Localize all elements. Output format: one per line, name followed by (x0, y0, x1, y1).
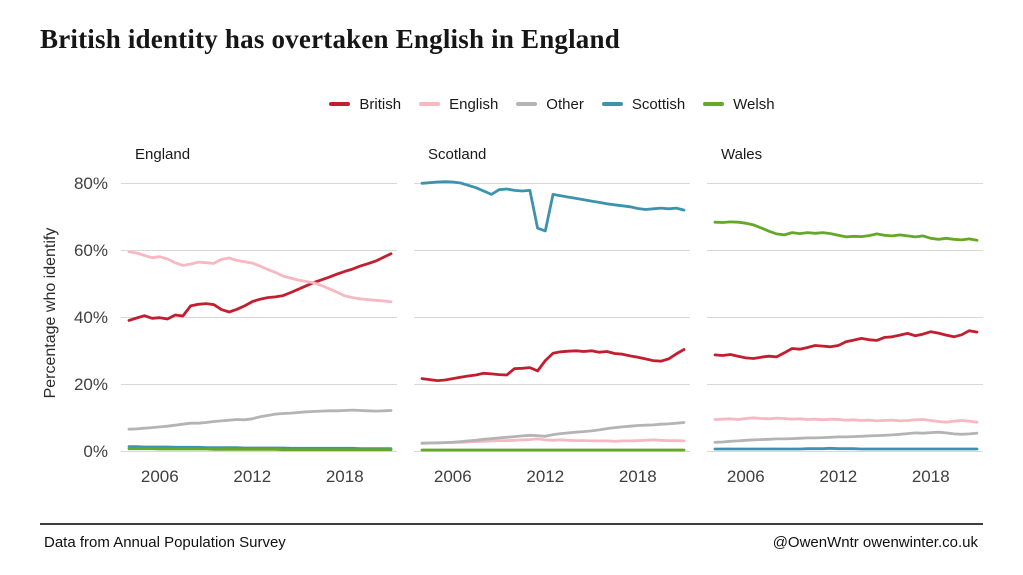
legend-label: English (449, 95, 499, 113)
x-tick-label: 2018 (325, 467, 364, 486)
legend: British English Other Scottish Welsh (121, 94, 983, 114)
footer-source: Data from Annual Population Survey (44, 534, 286, 551)
english-line-swatch-icon (419, 102, 441, 106)
legend-label: Scottish (631, 95, 686, 113)
series-line-english-wales (713, 416, 979, 424)
x-tick-label: 2012 (233, 467, 272, 486)
legend-item-scottish: Scottish (601, 95, 686, 113)
x-tick-label: 2012 (526, 467, 565, 486)
series-line-british-scotland (420, 348, 686, 382)
scottish-line-swatch-icon (601, 102, 623, 106)
british-line-swatch-icon (329, 102, 351, 106)
legend-item-english: English (419, 97, 498, 112)
legend-item-british: British (329, 97, 401, 112)
legend-label: Welsh (733, 95, 775, 113)
series-line-english-england (127, 250, 393, 304)
x-tick-label: 2006 (433, 467, 472, 486)
y-tick-label: 20% (73, 375, 108, 394)
series-line-british-england (127, 252, 393, 322)
legend-label: British (359, 95, 402, 113)
series-line-welsh-england (127, 447, 393, 452)
series-line-british-wales (713, 329, 979, 360)
other-line-swatch-icon (516, 102, 538, 106)
series-line-other-wales (713, 430, 979, 444)
legend-item-welsh: Welsh (703, 95, 775, 113)
footer-credit: @OwenWntr owenwinter.co.uk (772, 534, 978, 551)
legend-label: Other (546, 95, 584, 113)
facet-label-scotland: Scotland (428, 146, 487, 163)
x-tick-label: 2006 (726, 467, 765, 486)
x-tick-label: 2018 (618, 467, 657, 486)
series-line-scottish-scotland (420, 180, 686, 233)
y-tick-label: 40% (73, 308, 108, 327)
facet-label-wales: Wales (721, 146, 763, 163)
series-line-other-scotland (420, 421, 686, 445)
chart-title: British identity has overtaken English i… (40, 24, 620, 54)
series-line-scottish-wales (713, 446, 979, 451)
series-line-other-england (127, 408, 393, 431)
x-tick-label: 2012 (819, 467, 858, 486)
x-tick-label: 2006 (140, 467, 179, 486)
x-tick-label: 2018 (911, 467, 950, 486)
legend-item-other: Other (516, 97, 584, 112)
y-tick-label: 60% (73, 241, 108, 260)
y-tick-label: 80% (73, 174, 108, 193)
facet-label-england: England (135, 146, 191, 163)
y-tick-label: 0% (83, 442, 108, 461)
footer-rule (40, 523, 983, 525)
series-line-welsh-wales (713, 220, 979, 242)
welsh-line-swatch-icon (703, 102, 725, 106)
